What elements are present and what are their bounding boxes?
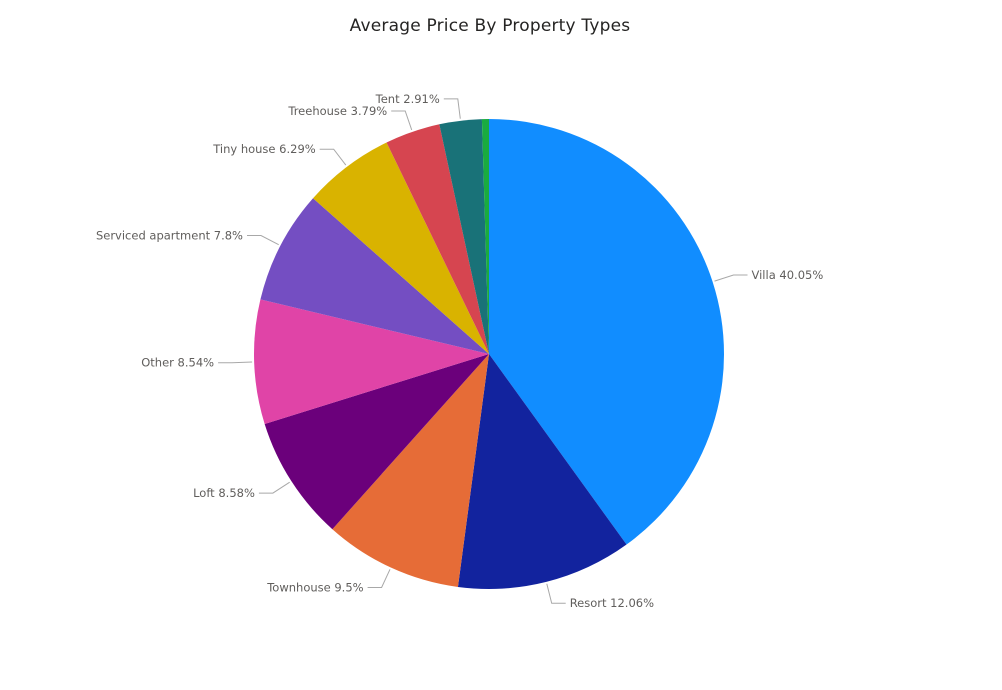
- data-label-serviced-apartment: Serviced apartment 7.8%: [96, 229, 243, 243]
- leader-line-tent: [443, 98, 461, 119]
- leader-line-other: [218, 361, 253, 364]
- pie-slice-other[interactable]: [253, 299, 489, 424]
- pie-slice-townhouse[interactable]: [332, 354, 489, 587]
- pie-slice-resort[interactable]: [457, 354, 627, 590]
- pie-slice-unlabeled[interactable]: [481, 119, 489, 354]
- leader-line-villa: [714, 274, 748, 282]
- data-label-townhouse: Townhouse 9.5%: [266, 581, 363, 595]
- leader-line-loft: [258, 481, 290, 494]
- leader-line-townhouse: [367, 569, 391, 588]
- chart-title: Average Price By Property Types: [349, 16, 631, 36]
- data-label-loft: Loft 8.58%: [193, 486, 255, 500]
- data-label-tiny-house: Tiny house 6.29%: [212, 142, 316, 156]
- data-label-resort: Resort 12.06%: [570, 596, 654, 610]
- pie-slice-treehouse[interactable]: [386, 124, 489, 354]
- pie-slice-tiny-house[interactable]: [313, 142, 489, 354]
- pie-slice-tent[interactable]: [439, 119, 489, 354]
- slice-labels: Villa 40.05% Resort 12.06% Townhouse 9.5% L…: [96, 92, 823, 610]
- leader-lines: [218, 98, 748, 604]
- leader-line-tiny-house: [319, 148, 347, 166]
- data-label-treehouse: Treehouse 3.79%: [287, 104, 387, 118]
- leader-line-resort: [546, 583, 566, 604]
- pie-slice-loft[interactable]: [264, 354, 489, 530]
- pie-slices: [253, 119, 724, 590]
- data-label-villa: Villa 40.05%: [752, 268, 824, 282]
- pie-slice-villa[interactable]: [489, 119, 724, 545]
- pie-slice-serviced-apartment[interactable]: [260, 198, 489, 354]
- data-label-other: Other 8.54%: [141, 356, 214, 370]
- data-label-tent: Tent 2.91%: [375, 92, 440, 106]
- leader-line-serviced-apartment: [247, 235, 279, 246]
- leader-line-treehouse: [391, 110, 413, 131]
